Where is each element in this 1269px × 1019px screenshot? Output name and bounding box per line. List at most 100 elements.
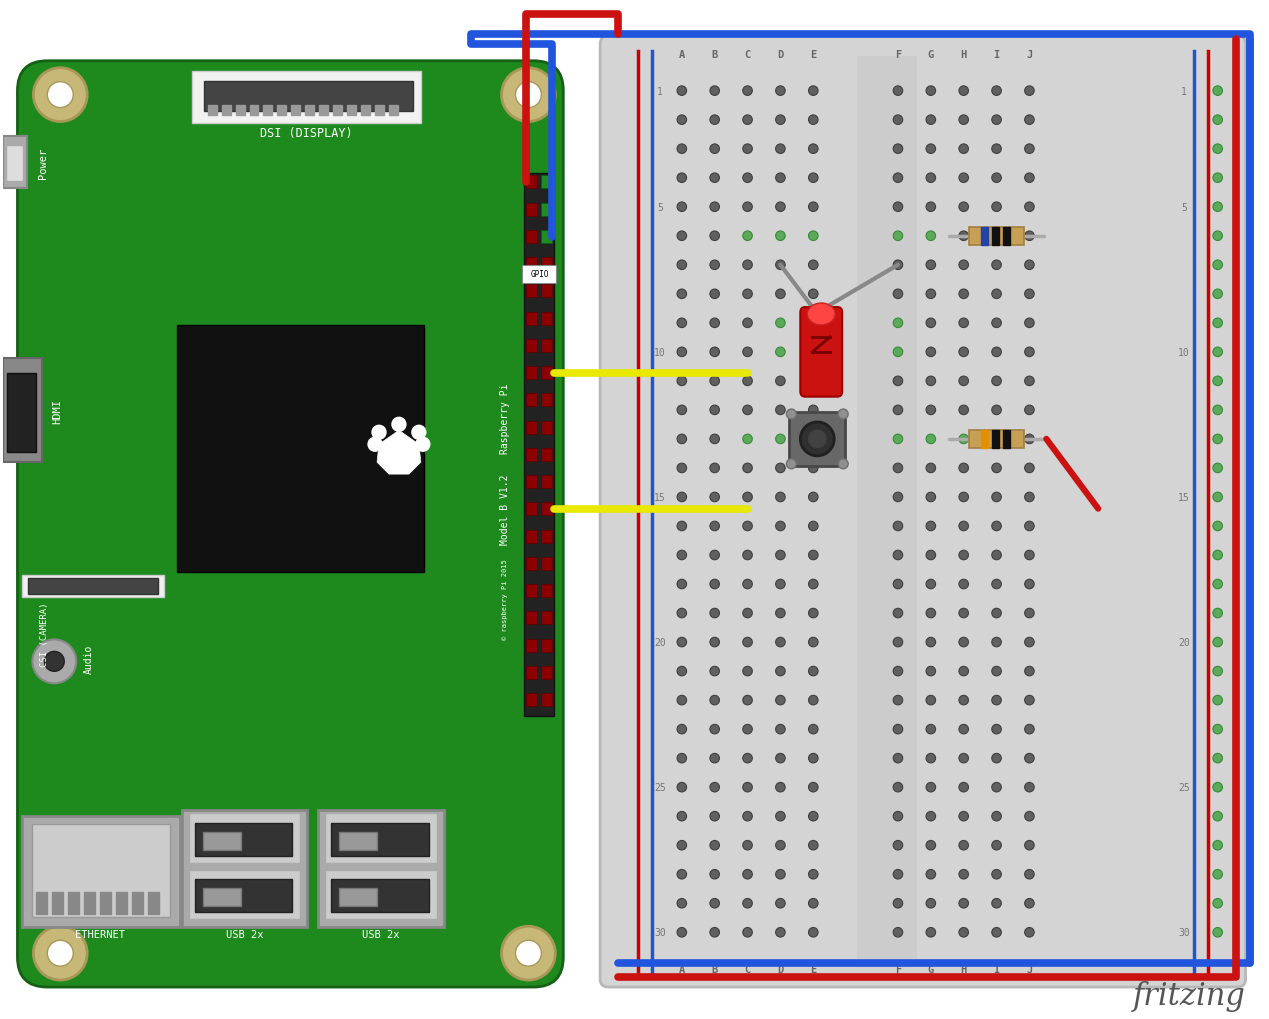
Bar [306, 106, 315, 115]
Circle shape [1024, 203, 1034, 212]
Circle shape [1024, 608, 1034, 619]
Circle shape [392, 418, 406, 432]
Circle shape [959, 347, 968, 358]
Bar [981, 430, 987, 448]
Circle shape [678, 145, 687, 154]
Bar [37, 893, 47, 914]
Circle shape [412, 426, 426, 440]
Circle shape [992, 492, 1001, 502]
Text: Model B V1.2: Model B V1.2 [500, 474, 510, 545]
Circle shape [926, 377, 935, 386]
Circle shape [709, 608, 720, 619]
Circle shape [742, 638, 753, 647]
Circle shape [678, 638, 687, 647]
Circle shape [1024, 899, 1034, 908]
Ellipse shape [807, 304, 835, 326]
Text: H: H [961, 964, 967, 974]
Circle shape [709, 261, 720, 270]
Circle shape [742, 145, 753, 154]
Circle shape [992, 261, 1001, 270]
Circle shape [1213, 811, 1222, 821]
Circle shape [678, 608, 687, 619]
Bar [857, 57, 917, 967]
Bar [264, 106, 273, 115]
Bar [527, 394, 537, 407]
Circle shape [1213, 696, 1222, 705]
Circle shape [959, 869, 968, 879]
Text: 25: 25 [654, 783, 666, 793]
Circle shape [742, 289, 753, 300]
Circle shape [709, 289, 720, 300]
Circle shape [992, 638, 1001, 647]
Bar [527, 557, 537, 571]
Bar [189, 813, 301, 863]
Circle shape [959, 927, 968, 937]
Circle shape [1024, 464, 1034, 473]
Bar [542, 421, 552, 434]
Text: J: J [1027, 50, 1033, 60]
Bar [52, 893, 63, 914]
Polygon shape [377, 431, 421, 475]
Circle shape [678, 754, 687, 763]
Bar [325, 813, 437, 863]
Circle shape [893, 522, 902, 531]
Circle shape [33, 926, 88, 980]
Circle shape [775, 261, 786, 270]
Circle shape [742, 522, 753, 531]
Circle shape [959, 550, 968, 560]
Bar [981, 227, 987, 246]
Circle shape [1024, 435, 1034, 444]
Bar [189, 869, 301, 919]
Bar [69, 893, 79, 914]
Circle shape [893, 725, 902, 734]
Circle shape [1213, 347, 1222, 358]
Circle shape [775, 927, 786, 937]
Circle shape [926, 666, 935, 677]
Circle shape [839, 410, 848, 420]
Circle shape [893, 116, 902, 125]
Circle shape [808, 116, 819, 125]
Bar [6, 373, 37, 452]
Text: 1: 1 [1181, 87, 1187, 97]
Circle shape [926, 725, 935, 734]
Circle shape [926, 783, 935, 792]
Circle shape [959, 522, 968, 531]
Circle shape [742, 319, 753, 328]
Circle shape [775, 783, 786, 792]
Circle shape [808, 145, 819, 154]
Bar [194, 879, 292, 912]
Bar [527, 611, 537, 625]
Text: HDMI: HDMI [52, 398, 62, 424]
Circle shape [801, 423, 834, 457]
Circle shape [893, 783, 902, 792]
Circle shape [742, 347, 753, 358]
Circle shape [808, 869, 819, 879]
Circle shape [992, 550, 1001, 560]
Circle shape [775, 464, 786, 473]
Circle shape [992, 174, 1001, 183]
Text: G: G [928, 964, 934, 974]
Circle shape [959, 666, 968, 677]
Bar [331, 879, 429, 912]
Circle shape [678, 811, 687, 821]
Circle shape [893, 638, 902, 647]
Bar [527, 421, 537, 434]
Circle shape [1024, 319, 1034, 328]
Circle shape [742, 377, 753, 386]
Circle shape [709, 145, 720, 154]
Circle shape [1213, 608, 1222, 619]
Circle shape [742, 435, 753, 444]
Circle shape [893, 203, 902, 212]
Bar [542, 258, 552, 271]
Circle shape [992, 377, 1001, 386]
Circle shape [1024, 289, 1034, 300]
Circle shape [742, 608, 753, 619]
Circle shape [709, 87, 720, 97]
FancyBboxPatch shape [600, 37, 1246, 987]
Circle shape [1024, 754, 1034, 763]
Circle shape [775, 696, 786, 705]
Bar [33, 824, 170, 917]
Circle shape [808, 522, 819, 531]
Circle shape [808, 608, 819, 619]
Circle shape [775, 231, 786, 242]
